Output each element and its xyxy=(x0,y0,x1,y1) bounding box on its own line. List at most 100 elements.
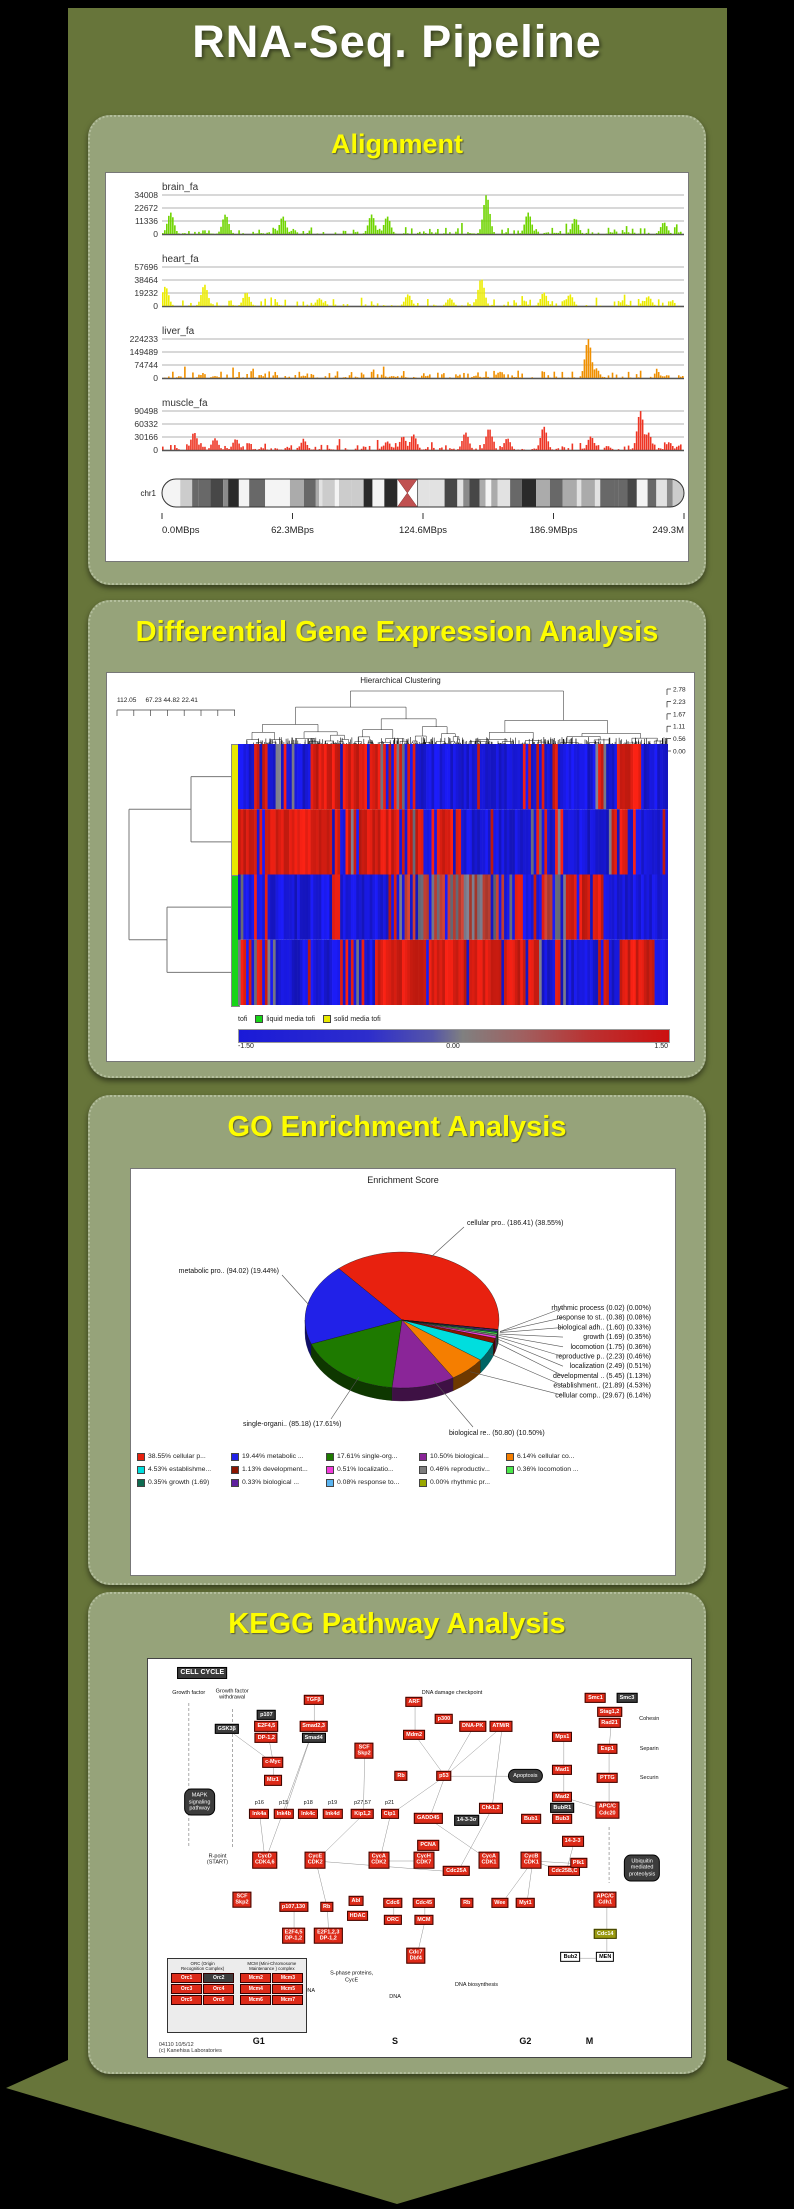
kegg-node-p15: p15 xyxy=(279,1800,289,1807)
kegg-node-mcm: MCM xyxy=(414,1914,434,1926)
kegg-node-rb2: Rb xyxy=(319,1901,334,1913)
kegg-node-title: CELL CYCLE xyxy=(177,1666,228,1679)
kegg-node-apcch1: APC/C Cdh1 xyxy=(593,1891,617,1909)
kegg-node-dna: DNA xyxy=(389,1994,401,2001)
track-bars-brain_fa xyxy=(162,195,682,234)
kegg-node-orc: ORC xyxy=(383,1914,403,1926)
heatmap-row-2 xyxy=(238,809,668,875)
go-legend-label: 38.55% cellular p... xyxy=(148,1453,206,1460)
complex-cell-orc1: Orc1 xyxy=(171,1972,203,1983)
complex-cell-orc2: Orc2 xyxy=(203,1972,235,1983)
complex-cell-mcm3: Mcm3 xyxy=(272,1972,304,1983)
svg-text:heart_fa: heart_fa xyxy=(162,254,199,265)
kegg-node-p21: p21 xyxy=(385,1800,395,1807)
track-bars-heart_fa xyxy=(162,279,680,306)
kegg-node-bub3: Bub3 xyxy=(552,1813,573,1825)
heatmap-row-3 xyxy=(238,874,668,940)
chromosome-ideogram: chr1 0.0MBps 62.3MBps 124.6MBps 186.9MBps 249… xyxy=(140,478,685,536)
go-legend-item: 0.51% localizatio... xyxy=(326,1465,394,1474)
svg-text:0: 0 xyxy=(153,373,158,383)
heatmap-row-4 xyxy=(238,939,668,1005)
complex-cell-mcm5: Mcm5 xyxy=(272,1983,304,1994)
kegg-node-cohesin: Cohesin xyxy=(639,1715,660,1722)
dge-title: Differential Gene Expression Analysis xyxy=(135,616,659,648)
kegg-node-apcc20: APC/C Cdc20 xyxy=(595,1801,619,1819)
kegg-complex-box: ORC (Origin Recognition Complex) Orc1 Orc2 O… xyxy=(167,1957,308,2034)
go-legend-label: 6.14% cellular co... xyxy=(517,1453,575,1460)
kegg-node-p107130: p107,130 xyxy=(278,1901,309,1913)
svg-text:brain_fa: brain_fa xyxy=(162,182,199,193)
kegg-node-hdac: HDAC xyxy=(346,1910,369,1922)
phase-label-m: M xyxy=(585,2035,594,2046)
kegg-node-dna-damage-checkpoint: DNA damage checkpoint xyxy=(421,1689,483,1696)
svg-text:60332: 60332 xyxy=(134,419,158,429)
complex-cell-orc4: Orc4 xyxy=(203,1983,235,1994)
svg-text:38464: 38464 xyxy=(134,275,158,285)
svg-text:57696: 57696 xyxy=(134,262,158,272)
complex-cell-orc6: Orc6 xyxy=(203,1994,235,2005)
colorbar-mid: 0.00 xyxy=(446,1043,460,1050)
kegg-node-cdc45: Cdc45 xyxy=(412,1897,436,1909)
pie-slice-cellular-process xyxy=(338,1251,500,1330)
kegg-node-smad23: Smad2,3 xyxy=(299,1721,328,1732)
kegg-node-mad1: Mad1 xyxy=(552,1764,573,1775)
go-legend-label: 0.08% response to... xyxy=(337,1479,400,1486)
kegg-node-p107a: p107 xyxy=(257,1709,276,1720)
kegg-node-gadd45: GADD45 xyxy=(414,1813,443,1824)
kegg-node-dp12a: DP-1,2 xyxy=(254,1732,278,1743)
svg-text:74744: 74744 xyxy=(134,360,158,370)
kegg-node-smc3: Smc3 xyxy=(616,1692,638,1704)
heatmap-row-1 xyxy=(238,744,668,810)
go-legend-item: 17.61% single-org... xyxy=(326,1452,397,1461)
kegg-node-myc: c-Myc xyxy=(262,1757,284,1768)
callout-metabolic-process: metabolic pro.. (94.02) (19.44%) xyxy=(179,1268,279,1275)
kegg-node-men: MEN xyxy=(596,1951,615,1962)
callout-cellular-process: cellular pro.. (186.41) (38.55%) xyxy=(467,1220,564,1227)
go-legend-swatch xyxy=(419,1478,427,1487)
go-legend-label: 0.00% rhythmic pr... xyxy=(430,1479,491,1486)
alignment-chart: brain_fa 34008 22672 11336 0 heart_fa 57696 384… xyxy=(105,172,689,562)
kegg-node-wee: Wee xyxy=(491,1897,509,1909)
kegg-node-mapk: MAPK signaling pathway xyxy=(183,1788,216,1816)
phase-label-s: S xyxy=(392,2035,399,2046)
kegg-node-cyca2: CycA CDK2 xyxy=(368,1851,390,1869)
phase-label-g2: G2 xyxy=(519,2035,532,2046)
pipeline-title: RNA-Seq. Pipeline xyxy=(192,16,602,67)
mbps-axis-tick: 0.0MBps xyxy=(162,525,200,536)
row-dendrogram xyxy=(128,776,231,973)
kegg-node-s-phase-proteins-: S-phase proteins, CycE xyxy=(330,1971,374,1984)
heatmap-legend: tofi liquid media tofi solid media tofi xyxy=(238,1014,389,1024)
go-legend-swatch xyxy=(137,1478,145,1487)
go-legend-swatch xyxy=(231,1452,239,1461)
go-legend-label: 0.46% reproductiv... xyxy=(430,1466,490,1473)
go-legend-swatch xyxy=(326,1465,334,1474)
complex-cell-mcm6: Mcm6 xyxy=(240,1994,272,2005)
kegg-node-securin: Securin xyxy=(639,1774,659,1781)
complex-cell-orc5: Orc5 xyxy=(171,1994,203,2005)
enrichment-pie: cellular pro.. (186.41) (38.55%) metaboli… xyxy=(179,1220,651,1437)
row-scale-ruler xyxy=(116,709,235,716)
kegg-node-cycd: CycD CDK4,6 xyxy=(251,1851,278,1869)
coverage-track-heart_fa: heart_fa 57696 38464 19232 0 xyxy=(134,254,684,311)
complex-header: Maintenance ) complex xyxy=(249,1965,295,1971)
mbps-axis-tick: 62.3MBps xyxy=(271,525,314,536)
pie-slice-single-organism-process xyxy=(311,1319,403,1388)
kegg-node-atmr: ATM/R xyxy=(489,1721,513,1732)
kegg-node-ink4c: Ink4c xyxy=(298,1808,319,1819)
complex-cell-mcm7: Mcm7 xyxy=(272,1994,304,2005)
go-legend-swatch xyxy=(326,1452,334,1461)
kegg-node-chk12: Chk1,2 xyxy=(478,1803,503,1814)
callout-establishment-of-localization: establishment.. (21.89) (4.53%) xyxy=(553,1383,651,1390)
complex-cell-orc3: Orc3 xyxy=(171,1983,203,1994)
kegg-attribution: 04110 10/5/12 (c) Kanehisa Laboratories xyxy=(158,2041,222,2055)
kegg-node-pcna: PCNA xyxy=(417,1840,439,1851)
svg-text:0: 0 xyxy=(153,445,158,455)
dge-row-scale: 112.05 67.23 44.82 22.41 xyxy=(117,697,198,704)
svg-text:1.67: 1.67 xyxy=(673,711,686,718)
kegg-node-p16: p16 xyxy=(254,1800,264,1807)
kegg-node-ink4a: Ink4a xyxy=(249,1808,270,1819)
kegg-node-plk1: Plk1 xyxy=(569,1857,588,1868)
kegg-node-f1433: 14-3-3 xyxy=(561,1836,584,1847)
legend-label: solid media tofi xyxy=(333,1015,381,1023)
callout-reproductive-process: reproductive p.. (2.23) (0.46%) xyxy=(556,1354,651,1361)
